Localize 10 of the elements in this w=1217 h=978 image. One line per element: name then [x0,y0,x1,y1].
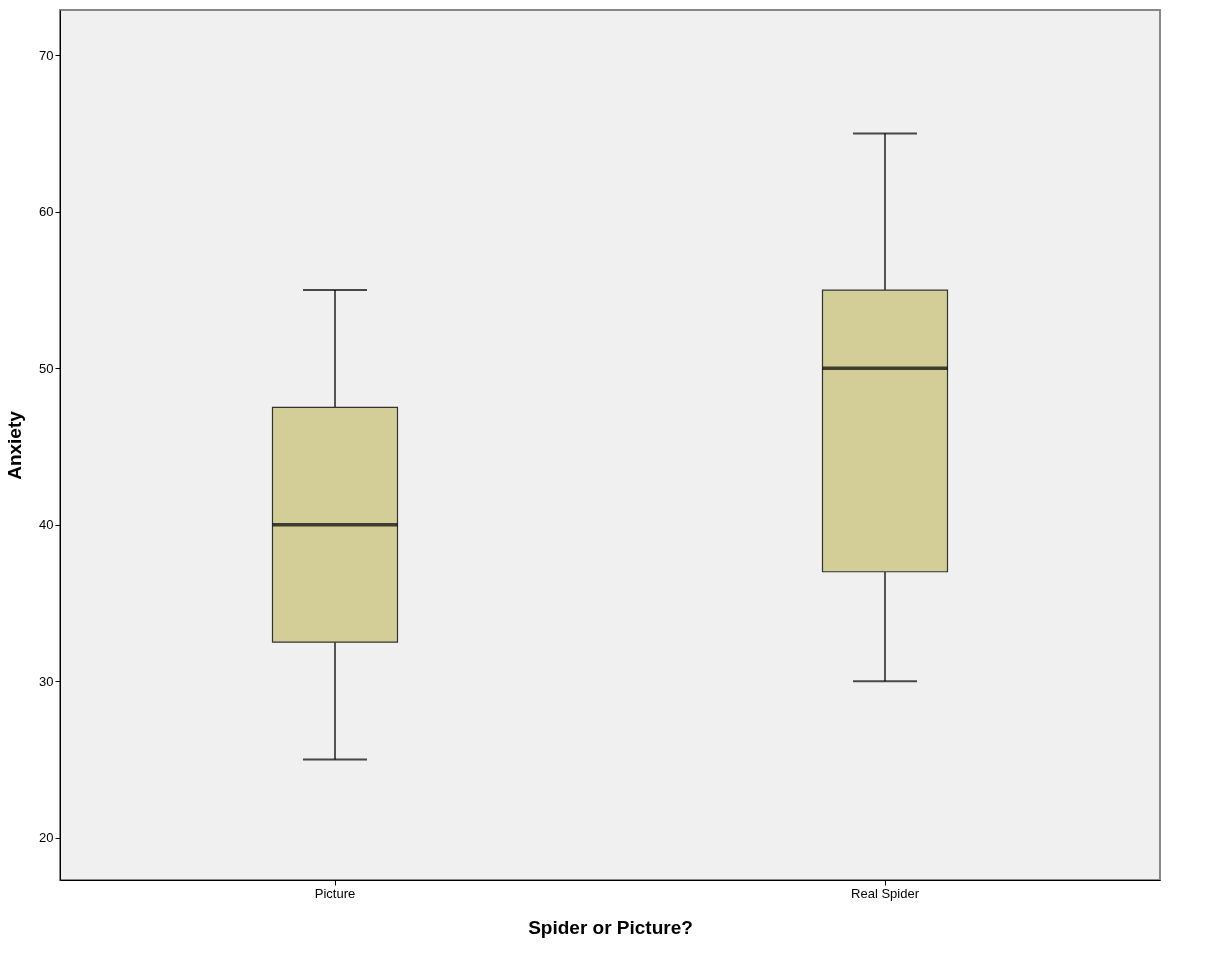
y-tick-label: 60 [39,204,54,220]
x-tick-label: Real Spider [851,885,920,901]
y-axis-title: Anxiety [4,410,26,480]
y-tick-label: 50 [39,360,54,376]
y-tick-label: 40 [39,517,54,533]
y-tick-label: 30 [39,673,54,689]
y-tick-label: 70 [39,47,54,63]
y-tick-label: 20 [39,830,54,846]
x-tick-label: Picture [314,885,356,901]
x-axis-title: Spider or Picture? [528,916,693,938]
